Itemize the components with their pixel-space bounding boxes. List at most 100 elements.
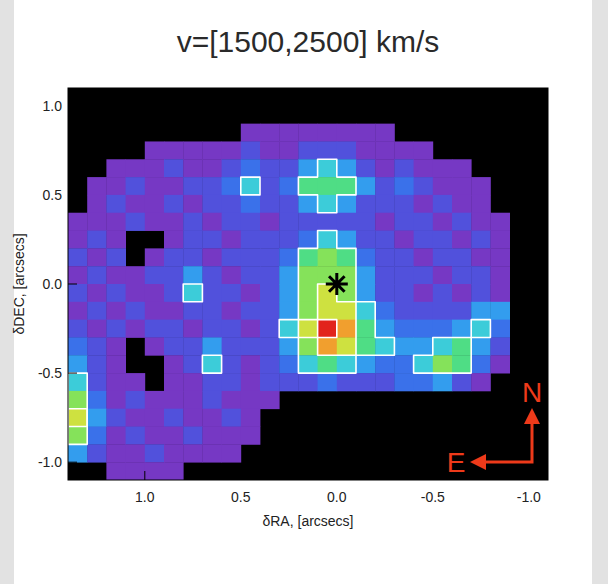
- cell: [452, 213, 472, 231]
- cell: [164, 177, 184, 195]
- cell: [164, 231, 184, 249]
- cell: [490, 231, 510, 249]
- cell: [394, 355, 414, 373]
- cell: [318, 302, 338, 320]
- cell: [433, 231, 453, 249]
- cell: [87, 177, 107, 195]
- cell: [183, 427, 203, 445]
- card: [14, 0, 592, 584]
- cell: [318, 337, 338, 355]
- cell: [433, 159, 453, 177]
- cell: [471, 195, 491, 213]
- cell: [375, 337, 395, 355]
- cell: [68, 320, 88, 338]
- cell: [337, 124, 357, 142]
- cell: [202, 409, 222, 427]
- cell: [298, 284, 318, 302]
- cell: [126, 444, 146, 462]
- cell: [106, 337, 126, 355]
- cell: [202, 337, 222, 355]
- cell: [68, 231, 88, 249]
- cell: [87, 302, 107, 320]
- cell: [164, 355, 184, 373]
- cell: [394, 195, 414, 213]
- cell: [145, 320, 165, 338]
- cell: [202, 444, 222, 462]
- cell: [260, 302, 280, 320]
- cell: [260, 373, 280, 391]
- cell: [222, 159, 242, 177]
- cell: [375, 177, 395, 195]
- star-marker: [326, 273, 348, 295]
- cell: [222, 391, 242, 409]
- y-tick: [68, 105, 548, 106]
- cell: [164, 409, 184, 427]
- cell: [471, 231, 491, 249]
- cell: [471, 248, 491, 266]
- cell: [164, 159, 184, 177]
- cell: [414, 248, 434, 266]
- cell: [318, 248, 338, 266]
- cell: [222, 177, 242, 195]
- cell: [87, 373, 107, 391]
- cell: [337, 159, 357, 177]
- cell: [106, 427, 126, 445]
- cell: [318, 373, 338, 391]
- cell: [87, 444, 107, 462]
- cell: [126, 159, 146, 177]
- cell: [490, 337, 510, 355]
- x-axis-title: δRA, [arcsecs]: [262, 513, 353, 529]
- cell: [279, 177, 299, 195]
- cell: [356, 177, 376, 195]
- cell: [298, 355, 318, 373]
- cell: [68, 444, 88, 462]
- cell: [298, 195, 318, 213]
- cell: [106, 195, 126, 213]
- cell: [375, 231, 395, 249]
- cell: [183, 284, 203, 302]
- cell: [87, 391, 107, 409]
- cell: [145, 462, 165, 480]
- cell: [241, 177, 261, 195]
- cell: [222, 427, 242, 445]
- cell: [318, 231, 338, 249]
- cell: [471, 177, 491, 195]
- cell: [433, 355, 453, 373]
- cell: [260, 391, 280, 409]
- cell: [260, 177, 280, 195]
- cell: [222, 373, 242, 391]
- cell: [126, 462, 146, 480]
- cell: [375, 195, 395, 213]
- cell: [164, 337, 184, 355]
- cell: [394, 231, 414, 249]
- cell: [471, 373, 491, 391]
- cell: [375, 373, 395, 391]
- cell: [433, 302, 453, 320]
- cell: [126, 266, 146, 284]
- cell: [414, 159, 434, 177]
- cell: [68, 355, 88, 373]
- cell: [337, 231, 357, 249]
- cell: [241, 248, 261, 266]
- compass-north: N: [522, 377, 542, 408]
- cell: [241, 266, 261, 284]
- cell: [145, 391, 165, 409]
- cell: [222, 248, 242, 266]
- cell: [106, 213, 126, 231]
- cell: [202, 302, 222, 320]
- cell: [260, 284, 280, 302]
- y-tick-label: 0.0: [43, 276, 63, 292]
- data-group: [68, 124, 510, 480]
- cell: [241, 409, 261, 427]
- cell: [202, 355, 222, 373]
- cell: [279, 195, 299, 213]
- cell: [68, 337, 88, 355]
- cell: [452, 320, 472, 338]
- cell: [202, 248, 222, 266]
- cell: [356, 159, 376, 177]
- cell: [433, 337, 453, 355]
- cell: [202, 391, 222, 409]
- cell: [145, 213, 165, 231]
- cell: [126, 427, 146, 445]
- cell: [414, 231, 434, 249]
